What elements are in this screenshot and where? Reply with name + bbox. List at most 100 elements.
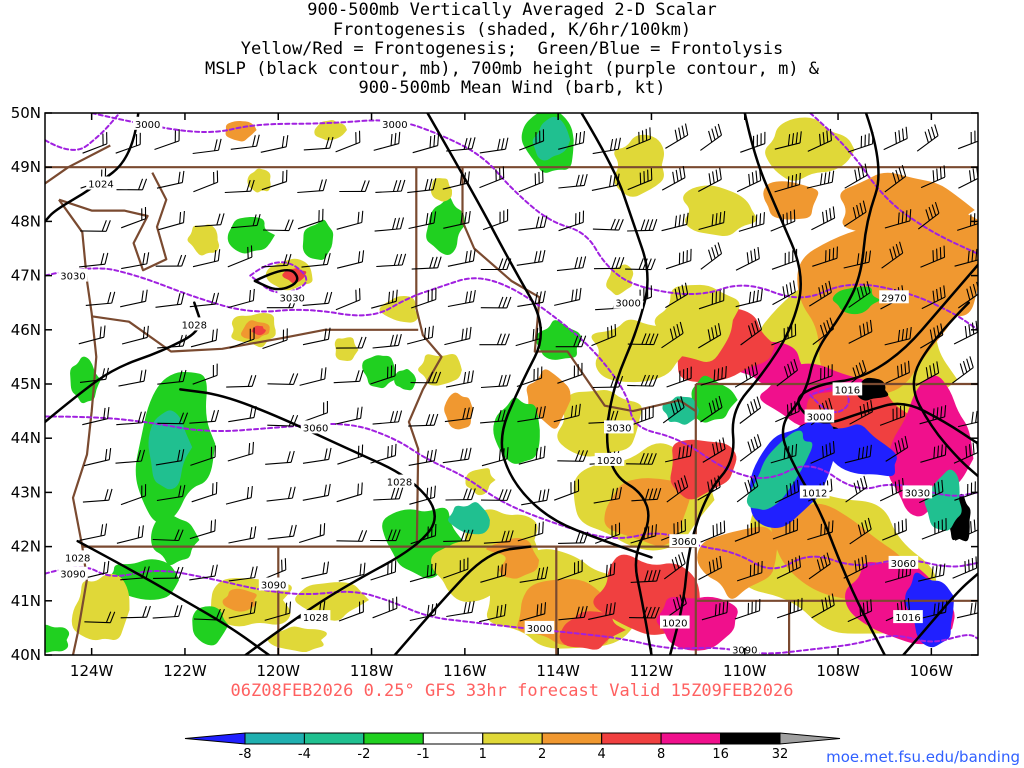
wind-barb <box>592 137 621 155</box>
wind-barb <box>808 552 831 580</box>
height-label-bg <box>58 268 88 282</box>
wind-barb <box>443 557 469 579</box>
wind-barb <box>625 258 656 271</box>
wind-barb <box>410 523 437 545</box>
colorbar-label: -8 <box>239 747 252 762</box>
wind-barb <box>154 129 180 151</box>
wind-barb <box>698 210 726 231</box>
wind-barb <box>157 369 187 385</box>
wind-barb <box>957 410 978 428</box>
wind-barb <box>480 258 512 271</box>
wind-barb <box>661 212 689 232</box>
wa-or-border <box>91 315 419 353</box>
wind-barb <box>260 135 289 153</box>
height-label-bg <box>380 116 410 130</box>
wind-barb <box>627 333 659 346</box>
wind-barb <box>371 289 398 309</box>
wind-barb <box>375 179 406 193</box>
shade-region <box>148 410 193 490</box>
wind-barb <box>192 363 218 385</box>
wind-barb <box>78 325 106 345</box>
mslp-label-bg <box>86 176 116 190</box>
wind-barb <box>844 444 872 464</box>
height-label: 3000 <box>382 120 407 131</box>
shade-region <box>251 325 266 336</box>
shade-region <box>905 572 955 648</box>
wind-barb <box>152 604 183 619</box>
colorbar-swatch <box>244 732 305 745</box>
wind-barb <box>592 375 624 389</box>
colorbar-label: 16 <box>712 747 729 762</box>
wind-barb <box>661 321 684 349</box>
wind-barb <box>189 564 218 581</box>
wind-barb <box>297 208 324 230</box>
wind-barb <box>557 450 589 462</box>
wind-barb <box>588 602 616 620</box>
height-label: 3000 <box>135 120 160 131</box>
wind-barb <box>116 411 146 426</box>
colorbar-label: -2 <box>357 747 370 762</box>
wind-barb <box>771 248 798 270</box>
wind-barb <box>736 474 759 503</box>
wind-barb <box>558 605 588 621</box>
wind-barb <box>848 281 871 308</box>
wind-barb <box>810 440 835 464</box>
wind-barb <box>558 173 588 189</box>
wind-barb <box>335 406 363 425</box>
title-line-2: Frontogenesis (shaded, K/6hr/100km) <box>332 19 692 40</box>
wind-barb <box>267 414 299 427</box>
wind-barb <box>303 136 334 151</box>
height-label-bg <box>277 290 307 304</box>
wind-barb <box>517 290 546 307</box>
wind-barb <box>848 319 873 344</box>
wind-barb <box>770 443 798 464</box>
lon-tick-label: 114W <box>536 662 580 680</box>
height-label: 3060 <box>671 537 696 548</box>
wind-barb <box>849 400 873 425</box>
wind-barb <box>444 406 474 423</box>
wind-barb <box>843 250 872 269</box>
wind-barb <box>121 252 150 270</box>
credit-link[interactable]: moe.met.fsu.edu/banding <box>826 748 1020 766</box>
wind-barb <box>443 211 471 229</box>
wind-barb <box>299 367 327 386</box>
wind-barb <box>116 178 148 191</box>
height-label-bg <box>902 485 933 499</box>
wind-barb <box>627 168 653 191</box>
chart-title: 900-500mb Vertically Averaged 2-D Scalar… <box>0 0 1024 99</box>
shade-region <box>247 168 271 193</box>
shade-region <box>448 502 490 535</box>
height-label-bg <box>879 290 909 304</box>
shade-region <box>314 119 347 141</box>
wind-barb <box>740 131 766 153</box>
wind-barb <box>516 249 546 266</box>
wind-barb <box>920 443 947 463</box>
colorbar-label: 1 <box>479 747 487 762</box>
wind-barb <box>85 291 116 306</box>
mslp-1008 <box>912 301 978 478</box>
wind-barb <box>884 327 912 346</box>
wind-barb <box>735 246 760 271</box>
wind-barb <box>482 209 509 231</box>
wind-barb <box>120 605 151 619</box>
height-label-bg <box>604 420 634 434</box>
shade-region <box>465 468 496 496</box>
shade-region <box>689 375 738 423</box>
wind-barb <box>302 401 328 423</box>
wind-barb <box>558 131 586 150</box>
lat-tick-label: 41N <box>11 592 41 610</box>
height-3030-ring <box>249 261 308 294</box>
wind-barb <box>80 220 111 232</box>
wind-barb <box>553 403 581 423</box>
wind-barb <box>261 253 292 268</box>
wind-barb <box>665 282 689 309</box>
wind-barb <box>700 520 726 543</box>
wind-barb <box>882 518 907 541</box>
wind-barb <box>812 317 835 346</box>
shade-region <box>45 624 70 653</box>
colorbar-high-arrow <box>779 732 841 745</box>
wind-barb <box>734 520 760 542</box>
wind-barb <box>736 561 763 582</box>
wind-barb <box>811 206 836 231</box>
wind-barb <box>120 484 147 506</box>
